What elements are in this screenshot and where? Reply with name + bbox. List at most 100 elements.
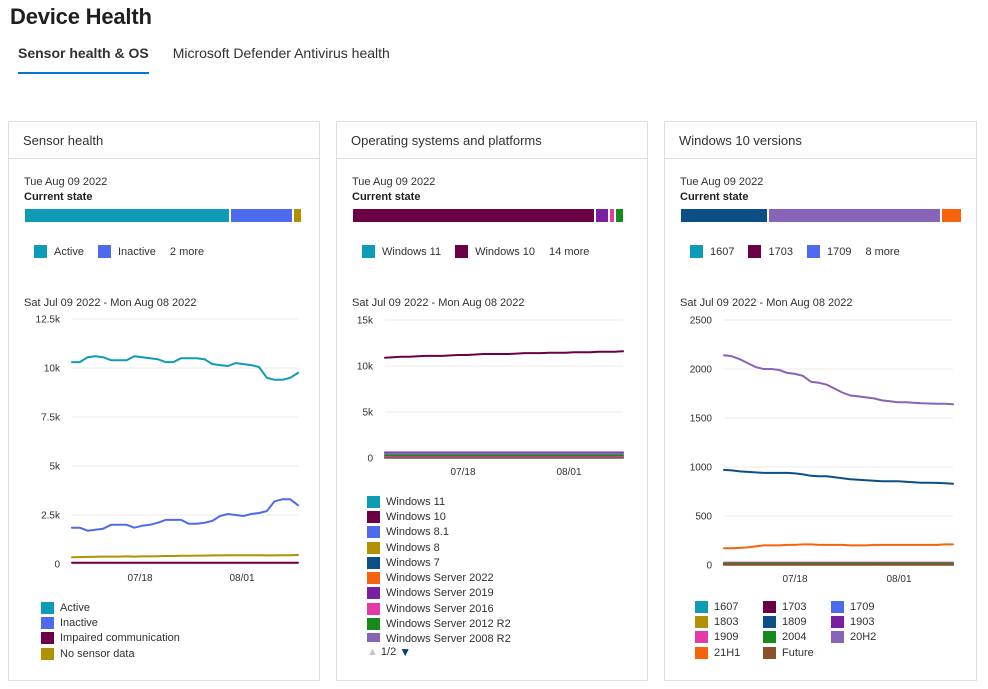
legend-label: Windows 11	[386, 495, 446, 508]
series-line-1809[interactable]	[723, 468, 954, 485]
legend-item-windows-server-2022[interactable]: Windows Server 2022	[367, 570, 607, 585]
legend-label: Inactive	[60, 616, 98, 629]
state-segment-no-sensor-data[interactable]	[294, 209, 302, 222]
legend-item-1607[interactable]: 1607	[695, 599, 763, 614]
legend-item-1809[interactable]: 1809	[763, 614, 831, 629]
current-state-bar[interactable]	[681, 209, 961, 222]
state-segment-active[interactable]	[25, 209, 229, 222]
legend-item-active[interactable]: Active	[41, 600, 180, 615]
series-line-no-sensor-data[interactable]	[71, 554, 299, 559]
y-tick-label: 5k	[362, 408, 374, 419]
legend-label: No sensor data	[60, 647, 135, 660]
state-segment-inactive[interactable]	[230, 209, 293, 222]
legend-item-windows-8[interactable]: Windows 8	[367, 540, 607, 555]
y-tick-label: 10k	[44, 364, 61, 375]
more-legend-link[interactable]: 14 more	[549, 245, 590, 258]
windows-10-versions-card: Windows 10 versions Tue Aug 09 2022 Curr…	[664, 121, 977, 681]
legend-swatch	[367, 495, 380, 508]
card-title: Operating systems and platforms	[351, 133, 542, 148]
chart-legend: 1607 1703 1709 1803 1809 1903 1909 2004 …	[695, 599, 899, 660]
top-legend-item[interactable]: 1703	[748, 245, 793, 258]
legend-item-20h2[interactable]: 20H2	[831, 630, 899, 645]
series-line-windows-10[interactable]	[384, 350, 624, 359]
tab-sensor-health-os[interactable]: Sensor health & OS	[18, 43, 149, 74]
top-legend-item[interactable]: Windows 10	[455, 245, 535, 258]
legend-item-windows-11[interactable]: Windows 11	[367, 494, 607, 509]
top-legend-item[interactable]: 1607	[690, 245, 734, 258]
state-segment-1809[interactable]	[681, 209, 767, 222]
pager-up-icon[interactable]: ▲	[367, 646, 378, 658]
legend-label: Windows 10	[386, 510, 446, 523]
date-range-label: Sat Jul 09 2022 - Mon Aug 08 2022	[24, 297, 197, 309]
legend-item-1803[interactable]: 1803	[695, 614, 763, 629]
chart-legend: Active Inactive Impaired communication N…	[41, 600, 180, 661]
chart-legend-scroll[interactable]: Windows 11 Windows 10 Windows 8.1 Window…	[367, 494, 607, 642]
y-tick-label: 1000	[690, 463, 713, 474]
legend-label: 20H2	[850, 631, 877, 644]
legend-item-1709[interactable]: 1709	[831, 599, 899, 614]
state-segment-windows-server-2019[interactable]	[596, 209, 609, 222]
legend-swatch	[690, 245, 703, 258]
state-segment-20h2[interactable]	[768, 209, 940, 222]
legend-item-1703[interactable]: 1703	[763, 599, 831, 614]
legend-swatch	[367, 587, 380, 600]
legend-swatch	[362, 245, 375, 258]
legend-item-windows-8-1[interactable]: Windows 8.1	[367, 525, 607, 540]
sensor-health-card: Sensor health Tue Aug 09 2022 Current st…	[8, 121, 320, 681]
legend-item-windows-server-2016[interactable]: Windows Server 2016	[367, 601, 607, 616]
more-legend-link[interactable]: 8 more	[865, 245, 900, 258]
date-range-label: Sat Jul 09 2022 - Mon Aug 08 2022	[352, 297, 525, 309]
more-legend-link[interactable]: 2 more	[169, 245, 205, 258]
legend-item-1909[interactable]: 1909	[695, 630, 763, 645]
state-segment-21h1[interactable]	[941, 209, 961, 222]
legend-item-windows-server-2008-r2[interactable]: Windows Server 2008 R2	[367, 632, 607, 642]
legend-label: 1903	[850, 615, 875, 628]
state-segment-windows-server-2012-r2[interactable]	[616, 209, 624, 222]
state-segment-windows-server-2016[interactable]	[610, 209, 615, 222]
legend-label: Windows 10	[475, 245, 536, 258]
legend-item-inactive[interactable]: Inactive	[41, 615, 180, 630]
current-state-bar[interactable]	[25, 209, 302, 222]
state-segment-windows-10[interactable]	[353, 209, 595, 222]
top-legend-item[interactable]: 1709	[806, 245, 851, 258]
legend-swatch	[763, 646, 776, 659]
series-line-20h2[interactable]	[723, 354, 954, 406]
legend-label: 1709	[850, 600, 875, 613]
pager-down-icon[interactable]: ▼	[399, 645, 412, 659]
legend-item-windows-server-2012-r2[interactable]: Windows Server 2012 R2	[367, 616, 607, 631]
legend-swatch	[806, 245, 820, 258]
current-state-label: Current state	[680, 191, 749, 203]
legend-swatch	[695, 646, 708, 659]
current-state-bar[interactable]	[353, 209, 624, 222]
current-date: Tue Aug 09 2022	[24, 176, 108, 188]
top-legend-item[interactable]: Windows 11	[362, 245, 441, 258]
legend-item-windows-7[interactable]: Windows 7	[367, 555, 607, 570]
legend-swatch	[455, 245, 469, 258]
legend-item-no-sensor-data[interactable]: No sensor data	[41, 646, 180, 661]
legend-pager: ▲ 1/2 ▼	[367, 645, 411, 659]
legend-item-future[interactable]: Future	[763, 645, 831, 660]
windows-10-versions-line-chart: 0 500 1000 1500 2000 2500 07/18 08/01	[690, 316, 954, 585]
card-title: Sensor health	[23, 133, 104, 148]
legend-label: 1803	[714, 615, 739, 628]
series-line-active[interactable]	[71, 355, 299, 381]
top-legend-item[interactable]: Inactive	[97, 245, 156, 258]
top-legend: 1607 1703 1709 8 more	[690, 245, 900, 258]
os-platforms-line-chart: 0 5k 10k 15k 07/18 08/01	[357, 316, 624, 478]
legend-item-impaired-communication[interactable]: Impaired communication	[41, 631, 180, 646]
series-line-21h1[interactable]	[723, 543, 954, 550]
series-line-inactive[interactable]	[71, 498, 299, 532]
legend-swatch	[831, 615, 844, 628]
legend-item-windows-10[interactable]: Windows 10	[367, 509, 607, 524]
legend-item-windows-server-2019[interactable]: Windows Server 2019	[367, 586, 607, 601]
legend-item-2004[interactable]: 2004	[763, 630, 831, 645]
tab-defender-antivirus-health[interactable]: Microsoft Defender Antivirus health	[172, 45, 390, 61]
legend-label: Windows Server 2019	[386, 587, 494, 600]
top-legend-item[interactable]: Active	[34, 245, 84, 258]
x-tick-label: 08/01	[886, 574, 911, 585]
legend-swatch	[367, 633, 380, 642]
sensor-health-line-chart: 0 2.5k 5k 7.5k 10k 12.5k 07/18 08/01	[36, 315, 299, 584]
legend-item-1903[interactable]: 1903	[831, 614, 899, 629]
x-tick-label: 07/18	[450, 467, 475, 478]
legend-item-21h1[interactable]: 21H1	[695, 645, 763, 660]
